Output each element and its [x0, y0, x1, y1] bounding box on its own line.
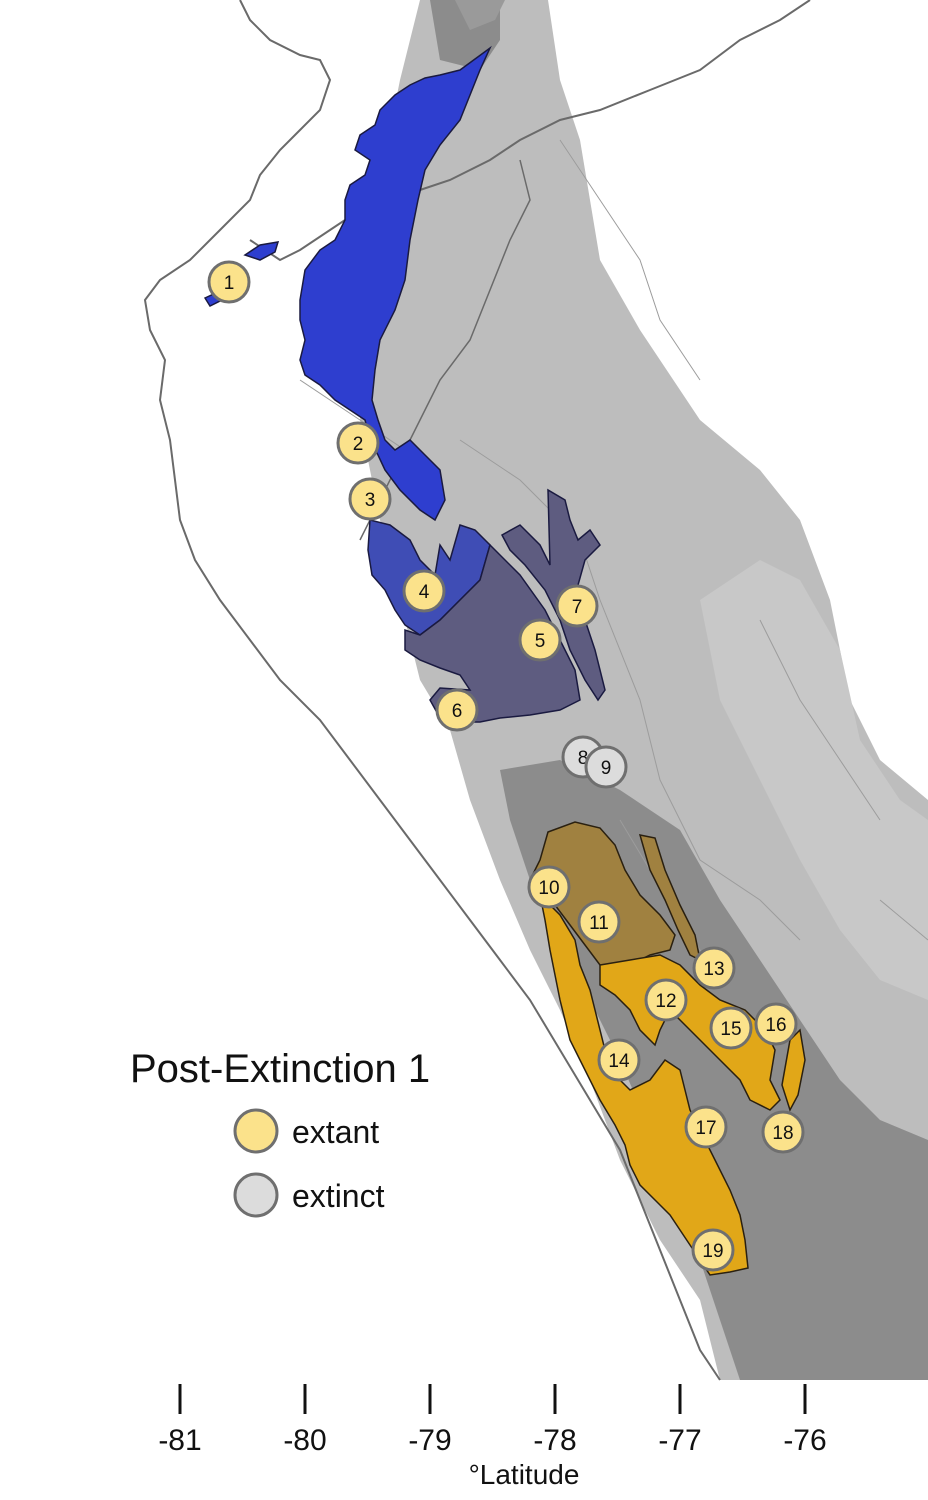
site-marker-10: 10 [527, 865, 571, 909]
site-label: 13 [703, 959, 724, 980]
range-middle-slate [404, 543, 581, 723]
site-label: 1 [224, 273, 235, 294]
site-circle [527, 865, 571, 909]
site-marker-5: 5 [518, 618, 562, 662]
range-north-main [299, 45, 492, 522]
site-circle [761, 1110, 805, 1154]
site-circle [754, 1002, 798, 1046]
legend-title: Post-Extinction 1 [130, 1047, 430, 1091]
site-label: 7 [572, 597, 583, 618]
site-circle [709, 1006, 753, 1050]
site-circle [691, 1228, 735, 1272]
site-marker-6: 6 [435, 688, 479, 732]
site-label: 12 [655, 991, 676, 1012]
site-label: 15 [720, 1019, 741, 1040]
coastline [143, 0, 721, 1381]
x-axis: -81 -80 -79 -78 -77 -76 [158, 1384, 827, 1457]
site-marker-4: 4 [402, 569, 446, 613]
range-south-east-gold [781, 1028, 806, 1112]
axis-tick-label: -77 [658, 1424, 701, 1457]
site-label: 9 [601, 758, 612, 779]
site-circle [684, 1105, 728, 1149]
site-marker-3: 3 [348, 477, 392, 521]
site-marker-17: 17 [684, 1105, 728, 1149]
site-circle [348, 477, 392, 521]
axis-tick-label: -79 [408, 1424, 451, 1457]
site-label: 10 [538, 878, 559, 899]
axis-tick-label: -78 [533, 1424, 576, 1457]
site-label: 2 [353, 434, 364, 455]
national-border [249, 0, 811, 262]
site-label: 19 [702, 1241, 723, 1262]
site-label: 16 [765, 1015, 786, 1036]
site-marker-13: 13 [692, 946, 736, 990]
site-circle [518, 618, 562, 662]
site-marker-2: 2 [336, 421, 380, 465]
site-circle [692, 946, 736, 990]
site-circle [644, 978, 688, 1022]
range-north-islet [243, 241, 280, 261]
legend: Post-Extinction 1 extant extinct [130, 1047, 430, 1218]
site-marker-14: 14 [597, 1038, 641, 1082]
site-marker-18: 18 [761, 1110, 805, 1154]
site-marker-19: 19 [691, 1228, 735, 1272]
site-label: 11 [589, 913, 609, 934]
site-label: 6 [452, 701, 463, 722]
site-marker-16: 16 [754, 1002, 798, 1046]
site-marker-15: 15 [709, 1006, 753, 1050]
site-label: 4 [419, 582, 430, 603]
site-circle [584, 745, 628, 789]
range-south [529, 821, 806, 1276]
site-label: 17 [695, 1118, 716, 1139]
site-circle [402, 569, 446, 613]
site-marker-12: 12 [644, 978, 688, 1022]
axis-title: °Latitude [469, 1459, 580, 1490]
legend-label-extinct: extinct [292, 1178, 385, 1214]
site-label: 8 [578, 748, 589, 769]
site-label: 3 [365, 490, 376, 511]
legend-swatch-extinct [233, 1172, 279, 1218]
axis-tick-label: -81 [158, 1424, 201, 1457]
site-marker-7: 7 [555, 584, 599, 628]
elevation-high-band [430, 0, 928, 1380]
site-marker-9: 9 [584, 745, 628, 789]
site-marker-11: 11 [577, 900, 621, 944]
site-circle [597, 1038, 641, 1082]
borders-layer [143, 0, 928, 1381]
site-circle [577, 900, 621, 944]
site-circle [336, 421, 380, 465]
site-circle [435, 688, 479, 732]
axis-tick-label: -76 [783, 1424, 826, 1457]
legend-label-extant: extant [292, 1114, 379, 1150]
site-label: 18 [772, 1123, 793, 1144]
site-circle [555, 584, 599, 628]
site-marker-1: 1 [207, 260, 251, 304]
elevation-high-north [455, 0, 505, 30]
axis-tick-label: -80 [283, 1424, 326, 1457]
site-circle [207, 260, 251, 304]
elevation-east-band [700, 560, 928, 1000]
site-label: 14 [608, 1051, 630, 1072]
legend-swatch-extant [233, 1108, 279, 1154]
inland-border [359, 159, 531, 541]
site-label: 5 [535, 631, 546, 652]
